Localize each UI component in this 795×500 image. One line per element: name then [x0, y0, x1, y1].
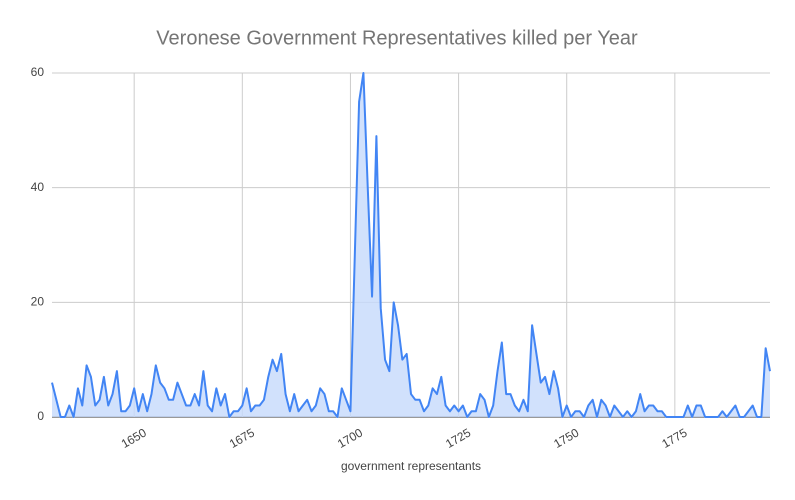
y-tick-label: 20: [31, 295, 45, 309]
chart-title: Veronese Government Representatives kill…: [156, 27, 638, 49]
y-tick-label: 60: [31, 65, 45, 79]
x-axis-label: government representants: [341, 459, 481, 473]
y-tick-label: 40: [31, 180, 45, 194]
y-tick-label: 0: [37, 409, 44, 423]
line: [51, 72, 771, 418]
